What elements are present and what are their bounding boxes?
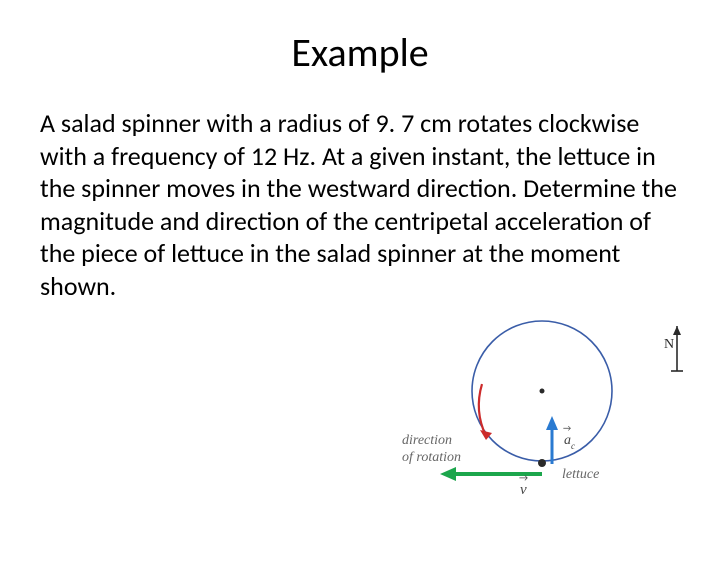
- svg-text:direction: direction: [402, 433, 452, 448]
- svg-text:→: →: [563, 423, 571, 434]
- svg-text:of rotation: of rotation: [402, 450, 461, 465]
- problem-text: A salad spinner with a radius of 9. 7 cm…: [0, 77, 720, 302]
- spinner-diagram: Ndirectionof rotationv→ac→lettuce: [392, 316, 692, 496]
- svg-text:lettuce: lettuce: [562, 467, 599, 482]
- svg-text:v: v: [520, 482, 527, 496]
- svg-text:N: N: [664, 337, 674, 352]
- page-title: Example: [0, 28, 720, 77]
- svg-text:→: →: [519, 471, 528, 484]
- svg-text:ac: ac: [564, 433, 575, 451]
